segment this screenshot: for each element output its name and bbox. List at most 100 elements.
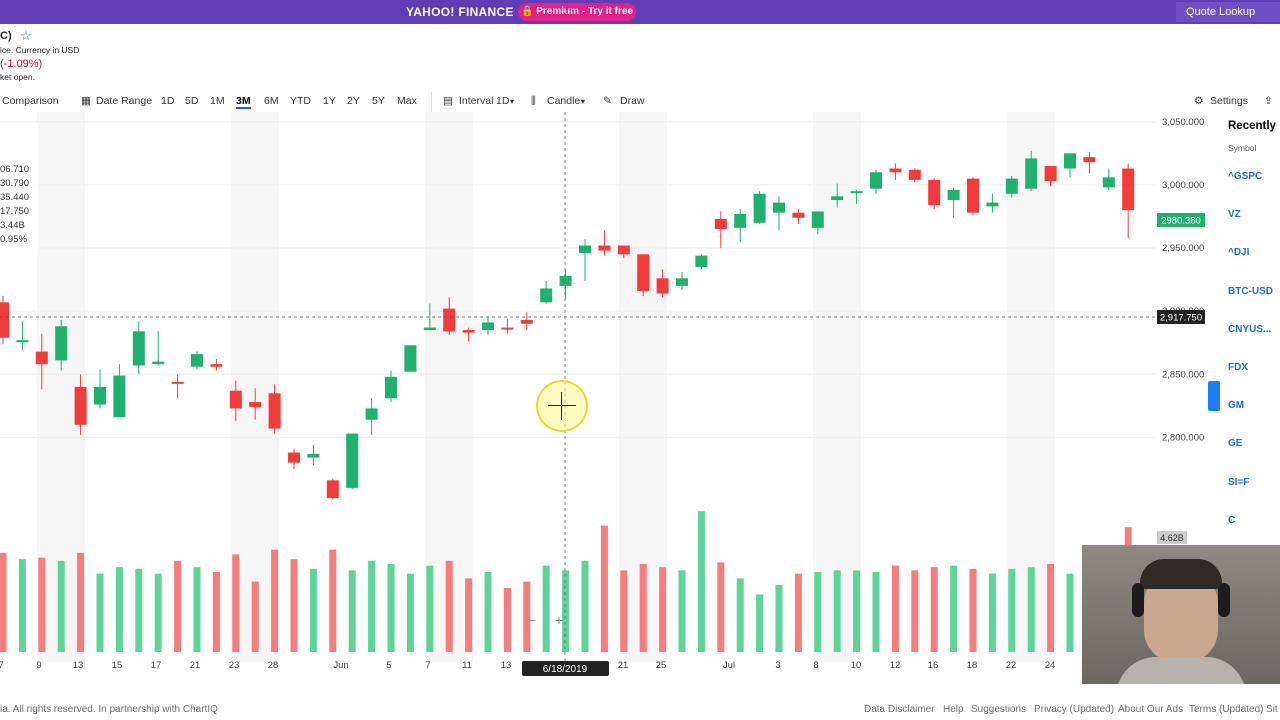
footer-link[interactable]: Suggestions	[971, 704, 1027, 715]
recent-symbol[interactable]: FDX	[1228, 362, 1248, 373]
yahoo-finance-logo[interactable]: YAHOO! FINANCE	[406, 5, 514, 19]
draw-button[interactable]: Draw	[620, 95, 645, 107]
volume-bar	[717, 562, 725, 652]
crosshair-info-value: 06.710	[0, 164, 29, 175]
crosshair-price-value: 2,917.750	[1160, 313, 1202, 324]
y-tick-label: 3,000.000	[1162, 180, 1204, 191]
candle-body	[520, 319, 533, 324]
chart-toolbar: Comparison ▦ Date Range 1D 5D 1M 3M 6M Y…	[0, 92, 1280, 112]
page-footer: ia. All rights reserved. In partnership …	[0, 700, 1280, 720]
chart-type-button[interactable]: Candle	[547, 95, 581, 107]
range-1d[interactable]: 1D	[161, 95, 175, 107]
recent-symbol[interactable]: BTC-USD	[1228, 286, 1273, 297]
panel-collapse-tab[interactable]	[1208, 381, 1220, 411]
volume-bar	[775, 584, 783, 652]
range-1y[interactable]: 1Y	[323, 95, 336, 107]
candle-body	[617, 245, 630, 255]
candle-body	[831, 196, 844, 201]
range-max[interactable]: Max	[397, 95, 417, 107]
interval-value[interactable]: 1D	[496, 95, 510, 107]
zoom-out-button[interactable]: −	[528, 612, 536, 628]
candle-body	[947, 189, 960, 201]
premium-button[interactable]: 🔒 Premium - Try it free	[518, 3, 636, 21]
range-3m[interactable]: 3M	[236, 95, 251, 109]
candle-body	[249, 402, 262, 408]
crosshair-info-panel	[0, 124, 38, 250]
y-tick-label: 3,050.000	[1162, 117, 1204, 128]
volume-bar	[969, 568, 977, 652]
candle-body	[695, 255, 708, 267]
footer-link[interactable]: Data Disclaimer	[864, 704, 935, 715]
chevron-down-icon: ▾	[581, 97, 586, 106]
candle-body	[35, 351, 48, 365]
range-6m[interactable]: 6M	[264, 95, 279, 107]
x-tick-label: 11	[462, 660, 472, 671]
x-tick-label: 21	[618, 660, 629, 671]
quote-lookup-input[interactable]: Quote Lookup	[1176, 2, 1280, 22]
crosshair-cursor-icon	[561, 392, 562, 420]
x-tick-label: 7	[0, 660, 4, 671]
candle-body	[908, 169, 921, 180]
volume-bars	[0, 511, 1132, 652]
range-ytd[interactable]: YTD	[290, 95, 311, 107]
footer-link[interactable]: Privacy (Updated)	[1034, 704, 1115, 715]
recent-symbol[interactable]: ^DJI	[1228, 247, 1250, 258]
crosshair-price-tag	[1157, 310, 1205, 324]
range-5y[interactable]: 5Y	[372, 95, 385, 107]
crosshair-date-tag	[522, 661, 609, 676]
x-tick-label: 15	[112, 660, 123, 671]
zoom-in-button[interactable]: +	[555, 612, 563, 628]
volume-bar	[465, 578, 473, 652]
volume-bar	[542, 565, 550, 652]
interval-icon: ▤	[443, 95, 453, 107]
range-2y[interactable]: 2Y	[347, 95, 360, 107]
candle-body	[1102, 177, 1115, 188]
volume-bar	[271, 549, 279, 652]
y-tick-label: 2,800.000	[1162, 432, 1204, 443]
recent-symbol[interactable]: ^GSPC	[1228, 171, 1263, 182]
volume-bar	[523, 581, 531, 652]
recent-symbol[interactable]: SI=F	[1228, 477, 1250, 488]
footer-link[interactable]: Sit	[1266, 704, 1278, 715]
volume-bar	[736, 578, 744, 652]
footer-link[interactable]: Terms (Updated)	[1189, 704, 1264, 715]
recent-symbol[interactable]: GE	[1228, 438, 1243, 449]
x-tick-label: 12	[890, 660, 901, 671]
volume-bar	[911, 570, 919, 652]
candle-body	[501, 327, 514, 330]
interval-label[interactable]: Interval	[459, 95, 494, 107]
person-hair	[1140, 559, 1222, 589]
footer-link[interactable]: Help	[943, 704, 964, 715]
crosshair-info-value: 17.750	[0, 206, 29, 217]
date-range-button[interactable]: Date Range	[96, 95, 153, 107]
candle-body	[55, 326, 68, 361]
candle-body	[734, 213, 747, 228]
price-chart[interactable]: 3,050.0003,000.0002,950.0002,900.0002,85…	[0, 112, 1220, 690]
top-navigation-bar: YAHOO! FINANCE 🔒 Premium - Try it free Q…	[0, 0, 1280, 24]
recent-symbol[interactable]: VZ	[1228, 209, 1241, 220]
volume-bar	[251, 581, 259, 652]
candle-body	[385, 376, 397, 399]
y-tick-label: 2,950.000	[1162, 243, 1204, 254]
share-icon[interactable]: ⇪	[1264, 95, 1273, 107]
candle-body	[365, 408, 378, 420]
recent-symbol[interactable]: C	[1228, 515, 1236, 526]
recent-symbol[interactable]: GM	[1228, 400, 1245, 411]
volume-bar	[154, 573, 162, 652]
candle-body	[16, 340, 29, 343]
x-tick-label: 7	[425, 660, 430, 671]
recent-symbol[interactable]: CNYUS...	[1228, 324, 1272, 335]
volume-bar	[445, 560, 453, 652]
last-price-tag	[1157, 213, 1205, 227]
star-icon[interactable]: ☆	[20, 28, 32, 43]
candle-body	[986, 202, 999, 207]
footer-link[interactable]: About Our Ads	[1118, 704, 1184, 715]
x-tick-label: 22	[1006, 660, 1017, 671]
range-1m[interactable]: 1M	[210, 95, 225, 107]
comparison-button[interactable]: Comparison	[2, 95, 59, 107]
range-5d[interactable]: 5D	[185, 95, 199, 107]
settings-button[interactable]: Settings	[1210, 95, 1248, 107]
candle-body	[482, 322, 494, 331]
candle-body	[889, 168, 902, 173]
candle-body	[94, 386, 106, 405]
